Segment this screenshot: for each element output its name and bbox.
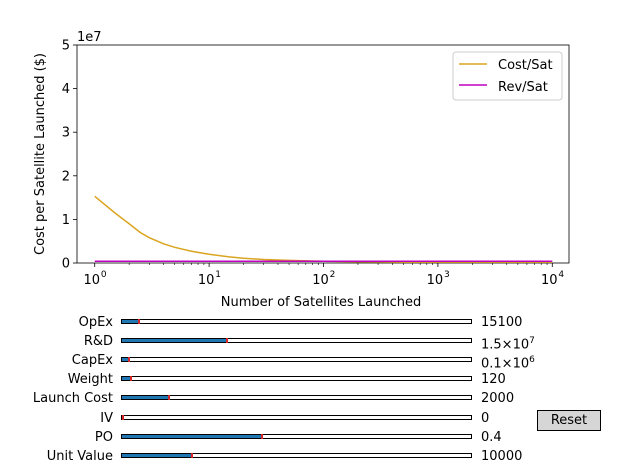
- slider-handle[interactable]: [138, 319, 141, 324]
- y-axis-label: Cost per Satellite Launched ($): [33, 53, 48, 255]
- x-tick-exponent: 0: [101, 270, 107, 280]
- slider-value-launch-cost: 2000: [481, 391, 515, 406]
- slider-value-unit-value: 10000: [481, 449, 523, 464]
- slider-fill: [122, 454, 192, 457]
- slider-handle[interactable]: [225, 338, 228, 343]
- slider-handle[interactable]: [190, 453, 193, 458]
- slider-label-weight: Weight: [67, 372, 113, 387]
- slider-row-launch-cost: Launch Cost 2000: [0, 389, 618, 408]
- x-tick-label: 10: [427, 273, 444, 288]
- slider-row-unit-value: Unit Value 10000: [0, 447, 618, 466]
- slider-row-po: PO 0.4: [0, 428, 618, 447]
- slider-fill: [122, 435, 262, 438]
- legend: Cost/Sat Rev/Sat: [452, 51, 563, 101]
- slider-label-rnd: R&D: [83, 334, 113, 349]
- x-tick-exponent: 3: [444, 270, 450, 280]
- slider-value-weight: 120: [481, 372, 506, 387]
- slider-handle[interactable]: [168, 395, 171, 400]
- slider-label-launch-cost: Launch Cost: [32, 391, 113, 406]
- opex-slider[interactable]: [121, 319, 472, 324]
- slider-fill: [122, 396, 170, 399]
- slider-label-opex: OpEx: [78, 315, 113, 330]
- series-layer: [94, 195, 553, 263]
- y-tick-label: 3: [62, 126, 70, 141]
- slider-label-capex: CapEx: [71, 353, 113, 368]
- x-tick-exponent: 1: [215, 270, 221, 280]
- y-tick-label: 1: [62, 213, 70, 228]
- y-multiplier-label: 1e7: [77, 30, 102, 45]
- x-axis-label: Number of Satellites Launched: [221, 295, 422, 310]
- po-slider[interactable]: [121, 434, 472, 439]
- slider-label-iv: IV: [100, 411, 113, 426]
- slider-value-capex: 0.1×106: [481, 355, 535, 372]
- legend-label-cost: Cost/Sat: [498, 58, 553, 73]
- slider-handle[interactable]: [127, 357, 130, 362]
- slider-handle[interactable]: [129, 376, 132, 381]
- slider-row-weight: Weight 120: [0, 370, 618, 389]
- y-tick-label: 0: [62, 257, 70, 272]
- y-tick-label: 4: [62, 82, 70, 97]
- y-axis: 0 1 2 3 4 5: [62, 39, 77, 272]
- slider-label-po: PO: [94, 430, 113, 445]
- slider-handle[interactable]: [260, 434, 263, 439]
- slider-handle[interactable]: [122, 415, 124, 420]
- slider-value-po: 0.4: [481, 430, 502, 445]
- x-tick-exponent: 4: [558, 270, 564, 280]
- rnd-slider[interactable]: [121, 338, 472, 343]
- slider-value-rnd: 1.5×107: [481, 336, 535, 353]
- slider-fill: [122, 320, 140, 323]
- x-tick-label: 10: [541, 273, 558, 288]
- slider-row-opex: OpEx 15100: [0, 313, 618, 332]
- weight-slider[interactable]: [121, 376, 472, 381]
- x-tick-label: 10: [312, 273, 329, 288]
- slider-row-rnd: R&D 1.5×107: [0, 332, 618, 353]
- y-tick-label: 5: [62, 39, 70, 54]
- iv-slider[interactable]: [121, 415, 472, 420]
- x-tick-exponent: 2: [330, 270, 336, 280]
- slider-row-iv: IV 0: [0, 409, 618, 428]
- launch-cost-slider[interactable]: [121, 395, 472, 400]
- slider-value-opex: 15100: [481, 315, 523, 330]
- slider-fill: [122, 358, 129, 361]
- x-tick-label: 10: [83, 273, 100, 288]
- y-tick-label: 2: [62, 169, 70, 184]
- slider-row-capex: CapEx 0.1×106: [0, 351, 618, 372]
- unit-value-slider[interactable]: [121, 453, 472, 458]
- capex-slider[interactable]: [121, 357, 472, 362]
- x-axis: 10 0 10 1 10 2 10 3 10 4: [83, 263, 564, 288]
- x-tick-label: 10: [198, 273, 215, 288]
- slider-label-unit-value: Unit Value: [46, 449, 113, 464]
- slider-fill: [122, 377, 131, 380]
- slider-value-iv: 0: [481, 411, 490, 426]
- legend-label-rev: Rev/Sat: [498, 80, 548, 95]
- slider-fill: [122, 339, 227, 342]
- reset-button[interactable]: Reset: [537, 410, 601, 431]
